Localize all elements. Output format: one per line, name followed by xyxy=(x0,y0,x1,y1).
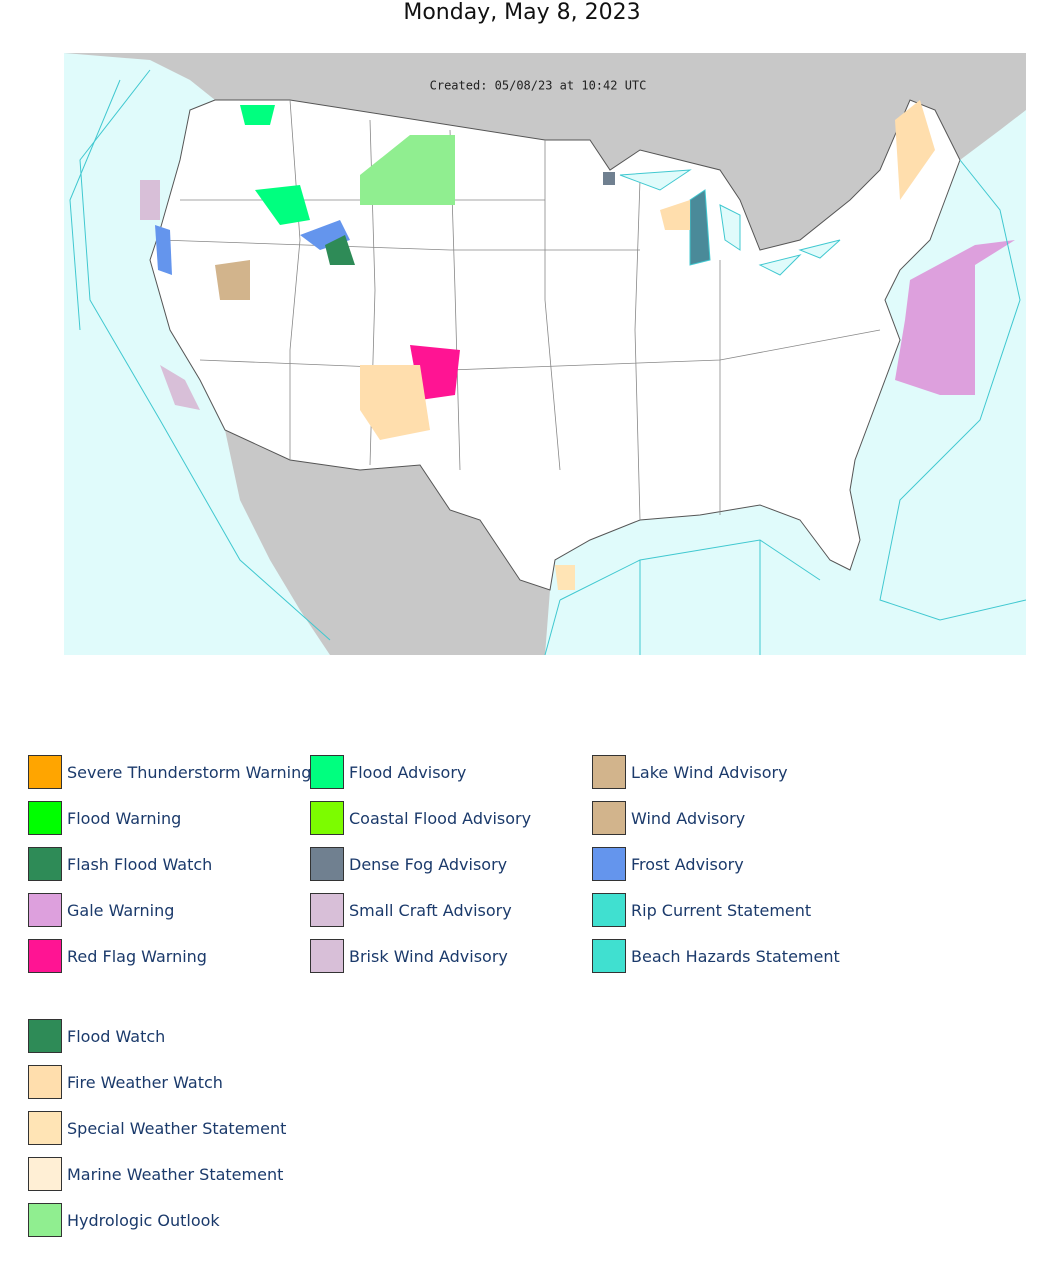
legend-label: Fire Weather Watch xyxy=(67,1072,223,1092)
legend-item: Hydrologic Outlook xyxy=(28,1202,220,1238)
great-lakes xyxy=(619,169,841,276)
legend-swatch xyxy=(310,939,344,973)
legend-label: Brisk Wind Advisory xyxy=(349,946,508,966)
legend-swatch xyxy=(28,755,62,789)
hazard-areas xyxy=(140,100,1015,590)
legend-item: Special Weather Statement xyxy=(28,1110,286,1146)
legend-item: Flash Flood Watch xyxy=(28,846,212,882)
legend-item: Dense Fog Advisory xyxy=(310,846,507,882)
legend-label: Hydrologic Outlook xyxy=(67,1210,220,1230)
legend-item: Gale Warning xyxy=(28,892,174,928)
legend-item: Marine Weather Statement xyxy=(28,1156,283,1192)
legend-label: Red Flag Warning xyxy=(67,946,207,966)
legend-item: Beach Hazards Statement xyxy=(592,938,840,974)
legend-label: Flood Watch xyxy=(67,1026,166,1046)
page-title: Monday, May 8, 2023 xyxy=(403,0,641,25)
legend-label: Dense Fog Advisory xyxy=(349,854,508,874)
legend-label: Lake Wind Advisory xyxy=(631,762,788,782)
legend-swatch xyxy=(310,801,344,835)
legend-item: Lake Wind Advisory xyxy=(592,754,788,790)
legend-label: Coastal Flood Advisory xyxy=(349,808,532,828)
legend-label: Small Craft Advisory xyxy=(349,900,512,920)
legend-item: Fire Weather Watch xyxy=(28,1064,223,1100)
legend-swatch xyxy=(592,801,626,835)
legend-item: Frost Advisory xyxy=(592,846,744,882)
legend-label: Flash Flood Watch xyxy=(67,854,213,874)
legend-item: Rip Current Statement xyxy=(592,892,811,928)
legend-swatch xyxy=(28,893,62,927)
legend-swatch xyxy=(310,847,344,881)
legend-swatch xyxy=(28,1019,62,1053)
hazard-map: Created: 05/08/23 at 10:42 UTC xyxy=(64,53,1026,655)
legend-label: Beach Hazards Statement xyxy=(631,946,840,966)
legend-swatch xyxy=(28,847,62,881)
legend-swatch xyxy=(28,1065,62,1099)
legend-label: Wind Advisory xyxy=(631,808,746,828)
legend-label: Gale Warning xyxy=(67,900,175,920)
legend-swatch xyxy=(592,755,626,789)
legend-item: Wind Advisory xyxy=(592,800,745,836)
legend-label: Flood Advisory xyxy=(349,762,467,782)
legend-swatch xyxy=(28,1203,62,1237)
legend-item: Severe Thunderstorm Warning xyxy=(28,754,311,790)
legend-item: Flood Advisory xyxy=(310,754,466,790)
legend-item: Small Craft Advisory xyxy=(310,892,512,928)
legend-swatch xyxy=(592,847,626,881)
legend-swatch xyxy=(28,939,62,973)
legend-swatch xyxy=(592,939,626,973)
mexico xyxy=(225,430,550,655)
legend-item: Red Flag Warning xyxy=(28,938,207,974)
legend-label: Severe Thunderstorm Warning xyxy=(67,762,312,782)
legend-label: Flood Warning xyxy=(67,808,182,828)
legend-label: Frost Advisory xyxy=(631,854,744,874)
legend-label: Rip Current Statement xyxy=(631,900,812,920)
legend-item: Flood Warning xyxy=(28,800,181,836)
legend-item: Brisk Wind Advisory xyxy=(310,938,508,974)
legend-swatch xyxy=(310,755,344,789)
map-created: Created: 05/08/23 at 10:42 UTC xyxy=(430,79,647,93)
legend-swatch xyxy=(592,893,626,927)
legend-label: Special Weather Statement xyxy=(67,1118,287,1138)
legend-item: Coastal Flood Advisory xyxy=(310,800,531,836)
legend-swatch xyxy=(28,1111,62,1145)
legend-swatch xyxy=(310,893,344,927)
legend-swatch xyxy=(28,1157,62,1191)
marine-zones xyxy=(69,69,1026,655)
legend-item: Flood Watch xyxy=(28,1018,165,1054)
legend-swatch xyxy=(28,801,62,835)
legend-label: Marine Weather Statement xyxy=(67,1164,284,1184)
